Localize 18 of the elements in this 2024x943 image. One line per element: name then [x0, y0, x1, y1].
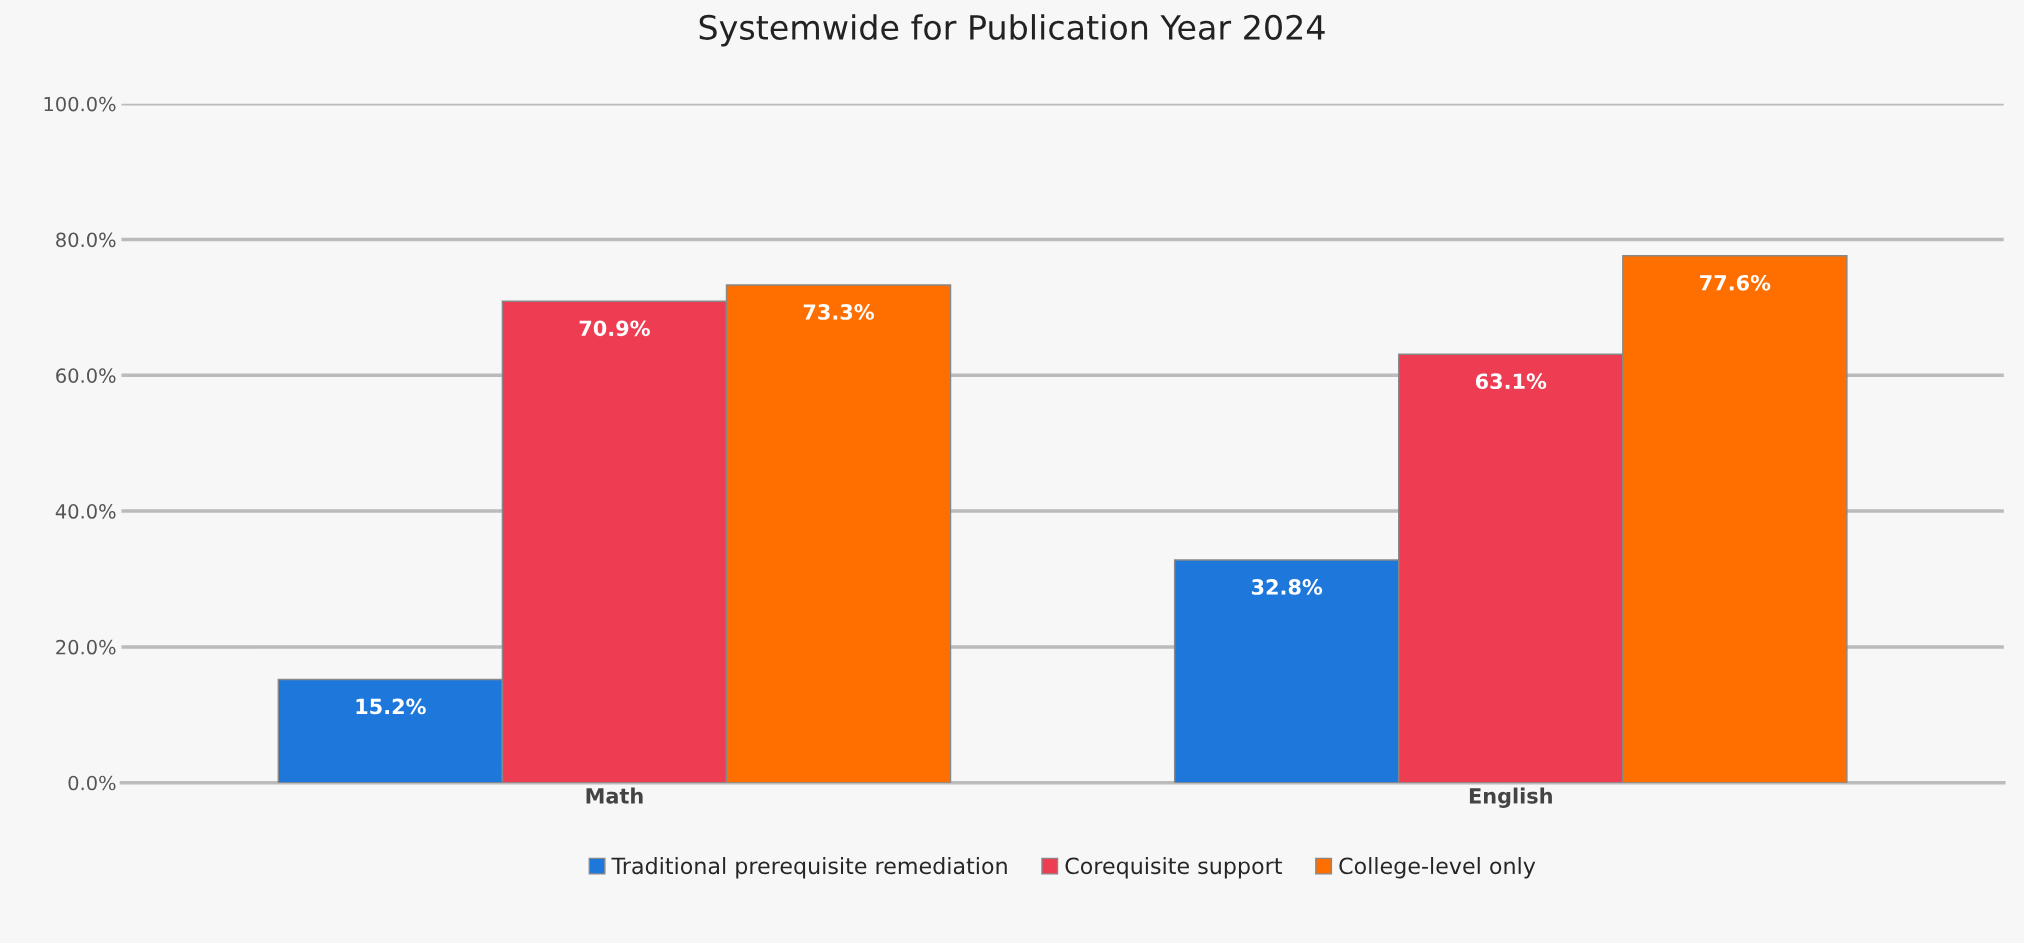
y-tick-label: 40.0% [55, 504, 116, 519]
legend-label: Traditional prerequisite remediation [611, 857, 1007, 879]
text: 63.1% [1475, 373, 1547, 390]
legend-label: Corequisite support [1065, 857, 1282, 879]
y-tick-label: 80.0% [56, 232, 116, 248]
x-tick-label: English [1469, 787, 1552, 808]
chart-title: Systemwide for Publication Year 2024 [699, 14, 1325, 47]
y-tick-label: 20.0% [56, 639, 116, 655]
y-tick-label: 0.0% [68, 775, 116, 791]
legend-label: College-level only [1339, 857, 1536, 879]
text: 73.3% [803, 304, 874, 320]
y-tick-label: 100.0% [44, 96, 116, 112]
text: 70.9% [579, 320, 650, 337]
text: 15.2% [356, 698, 426, 715]
text: 77.6% [1700, 274, 1771, 291]
y-tick-label: 60.0% [56, 368, 116, 383]
x-tick-label: Math [586, 787, 643, 804]
text: 32.8% [1251, 579, 1323, 595]
